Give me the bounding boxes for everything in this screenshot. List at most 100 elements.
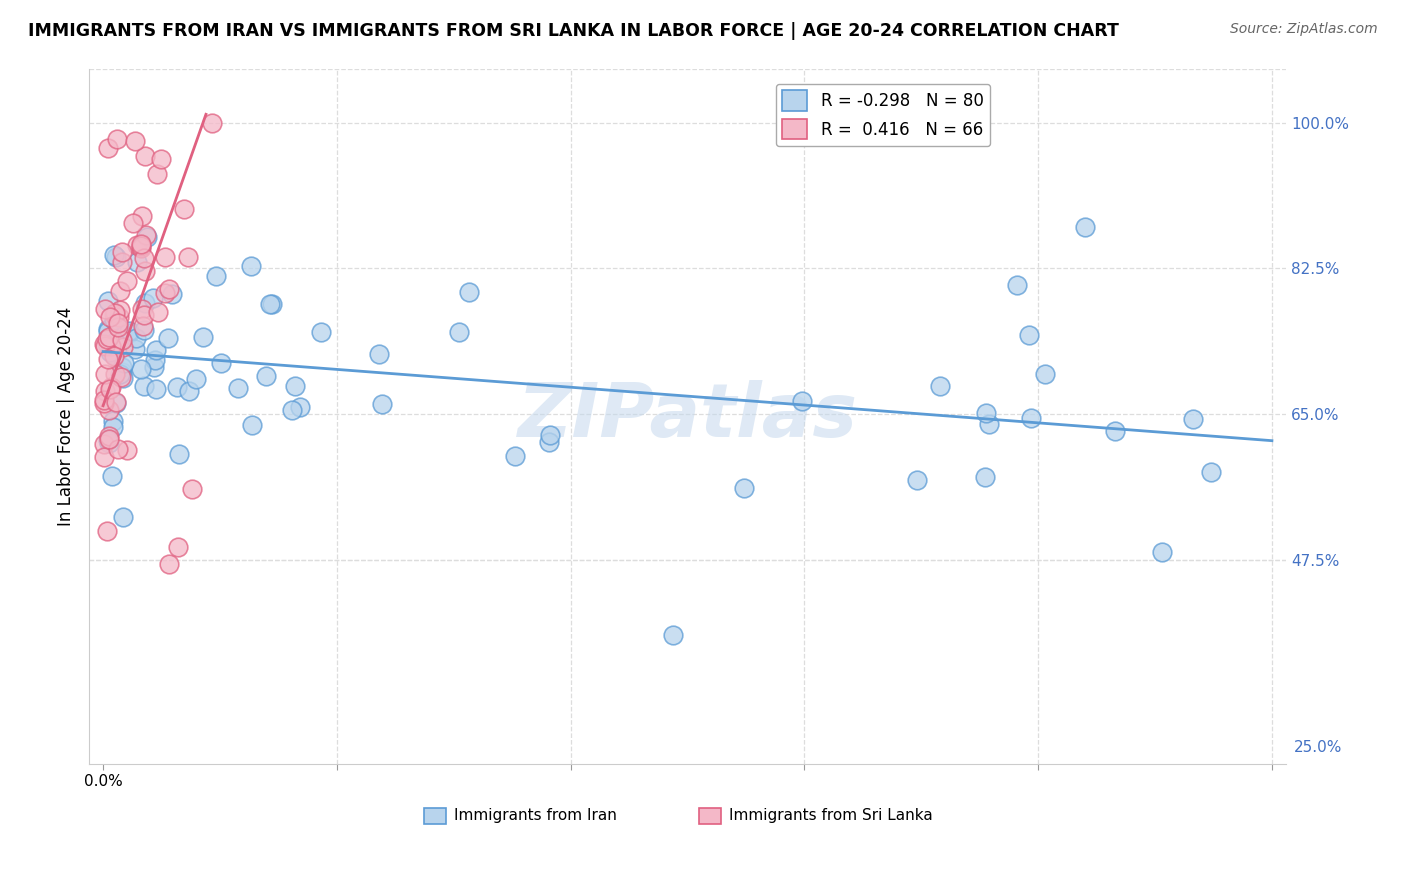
Point: [107, 442, 129, 457]
Point: [93, 450, 115, 464]
Point: [167, 541, 190, 555]
Point: [129, 241, 152, 255]
Point: [94, 301, 117, 316]
Point: [118, 326, 141, 340]
Point: [107, 320, 129, 334]
Point: [134, 149, 156, 163]
Point: [157, 557, 180, 571]
Point: [100, 380, 122, 394]
Point: [115, 274, 138, 288]
Point: [371, 397, 394, 411]
Point: [457, 285, 479, 299]
Point: [179, 384, 201, 398]
Point: [240, 417, 263, 432]
Point: [153, 250, 176, 264]
Point: [96, 524, 118, 538]
Point: [977, 417, 1000, 431]
Point: [973, 469, 995, 483]
Point: [143, 353, 166, 368]
Point: [260, 296, 283, 310]
Point: [98, 310, 121, 324]
Point: [284, 379, 307, 393]
Text: Immigrants from Sri Lanka: Immigrants from Sri Lanka: [730, 808, 934, 823]
Point: [132, 379, 155, 393]
Point: [1019, 411, 1042, 425]
Point: [259, 297, 281, 311]
Point: [205, 268, 228, 283]
Point: [131, 362, 153, 376]
Point: [103, 313, 125, 327]
FancyBboxPatch shape: [425, 807, 446, 824]
Point: [1005, 277, 1028, 292]
Point: [1033, 368, 1056, 382]
Text: 25.0%: 25.0%: [1295, 739, 1343, 755]
Point: [129, 236, 152, 251]
Point: [101, 414, 124, 428]
Point: [1104, 424, 1126, 438]
Point: [733, 481, 755, 495]
Point: [111, 365, 134, 379]
Point: [135, 228, 157, 243]
Point: [1182, 412, 1205, 426]
Point: [1018, 327, 1040, 342]
Point: [142, 291, 165, 305]
Point: [974, 406, 997, 420]
Point: [103, 307, 125, 321]
Y-axis label: In Labor Force | Age 20-24: In Labor Force | Age 20-24: [58, 307, 75, 525]
Point: [98, 433, 121, 447]
Point: [505, 449, 527, 463]
Point: [131, 318, 153, 333]
Point: [134, 263, 156, 277]
Point: [136, 230, 159, 244]
Point: [131, 209, 153, 223]
Point: [134, 322, 156, 336]
Point: [93, 336, 115, 351]
Point: [97, 436, 120, 450]
Point: [111, 334, 134, 348]
Point: [108, 368, 131, 382]
Point: [103, 348, 125, 362]
Point: [124, 342, 146, 356]
Point: [93, 436, 115, 450]
Point: [281, 403, 304, 417]
Point: [110, 369, 132, 384]
Point: [98, 382, 121, 396]
Point: [127, 255, 149, 269]
Legend: R = -0.298   N = 80, R =  0.416   N = 66: R = -0.298 N = 80, R = 0.416 N = 66: [776, 84, 990, 146]
Point: [134, 308, 156, 322]
Point: [226, 381, 249, 395]
Point: [131, 302, 153, 317]
Point: [311, 325, 333, 339]
Point: [124, 135, 146, 149]
Point: [127, 237, 149, 252]
Point: [193, 329, 215, 343]
Point: [905, 473, 928, 487]
Point: [93, 396, 115, 410]
Text: Source: ZipAtlas.com: Source: ZipAtlas.com: [1230, 22, 1378, 37]
Point: [100, 344, 122, 359]
Point: [124, 331, 146, 345]
Point: [97, 325, 120, 339]
Point: [166, 380, 188, 394]
Point: [105, 132, 128, 146]
Point: [368, 347, 391, 361]
Point: [97, 322, 120, 336]
Point: [103, 334, 125, 349]
Point: [143, 360, 166, 375]
Text: IMMIGRANTS FROM IRAN VS IMMIGRANTS FROM SRI LANKA IN LABOR FORCE | AGE 20-24 COR: IMMIGRANTS FROM IRAN VS IMMIGRANTS FROM …: [28, 22, 1119, 40]
Point: [240, 259, 263, 273]
Point: [97, 351, 120, 366]
Text: ZIPatlas: ZIPatlas: [517, 380, 858, 452]
Point: [156, 331, 179, 345]
Point: [538, 427, 561, 442]
Point: [94, 384, 117, 399]
Point: [97, 339, 120, 353]
Point: [111, 255, 134, 269]
Point: [97, 403, 120, 417]
Point: [288, 400, 311, 414]
Point: [112, 509, 135, 524]
Point: [105, 395, 128, 409]
Point: [209, 356, 232, 370]
Point: [1074, 219, 1097, 234]
Point: [100, 339, 122, 353]
